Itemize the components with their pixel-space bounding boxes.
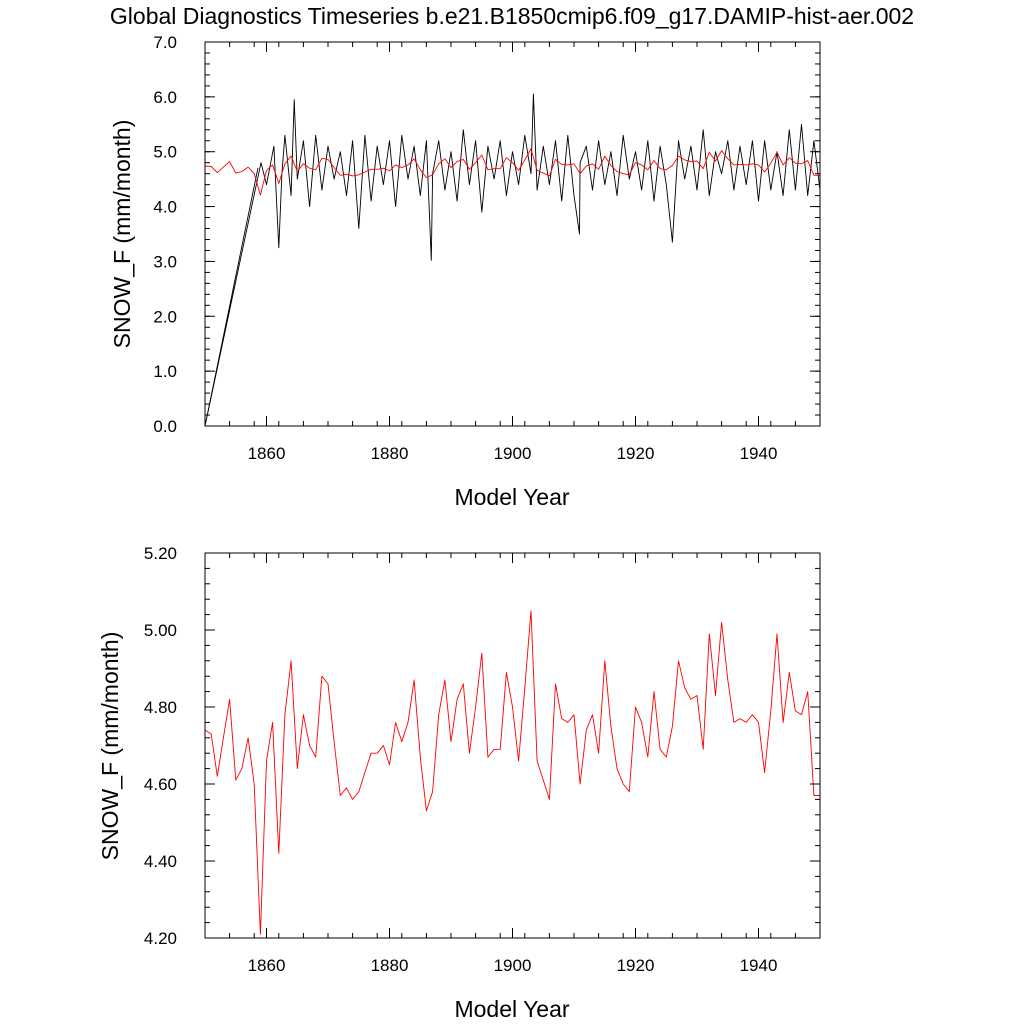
page-title: Global Diagnostics Timeseries b.e21.B185…: [110, 3, 914, 29]
y-tick-label: 5.20: [144, 544, 177, 563]
y-tick-label: 4.60: [144, 775, 177, 794]
y-tick-label: 2.0: [153, 307, 177, 326]
bottom-panel: Model Year SNOW_F (mm/month) 1860 1880 190…: [97, 544, 821, 1022]
y-tick-label: 6.0: [153, 88, 177, 107]
y-tick-label: 4.40: [144, 852, 177, 871]
plot-frame: [204, 552, 821, 939]
series-line-annual: [204, 610, 820, 935]
y-tick-label: 1.0: [153, 362, 177, 381]
y-tick-label: 5.00: [144, 621, 177, 640]
series-line-monthly: [204, 93, 821, 427]
y-tick-label: 4.80: [144, 698, 177, 717]
bottom-y-axis-label: SNOW_F (mm/month): [97, 632, 123, 861]
series-line-annual: [204, 148, 820, 196]
x-tick-label: 1860: [248, 444, 286, 463]
y-tick-label: 4.0: [153, 198, 177, 217]
x-tick-label: 1920: [617, 444, 655, 463]
x-tick-label: 1900: [494, 444, 532, 463]
x-tick-label: 1920: [617, 956, 655, 975]
top-y-axis-label: SNOW_F (mm/month): [109, 120, 135, 349]
x-tick-label: 1860: [248, 956, 286, 975]
x-tick-label: 1880: [371, 444, 409, 463]
y-tick-label: 4.20: [144, 929, 177, 948]
x-tick-label: 1940: [740, 444, 778, 463]
bottom-x-axis-label: Model Year: [454, 996, 569, 1022]
y-tick-label: 7.0: [153, 33, 177, 52]
x-tick-label: 1940: [740, 956, 778, 975]
x-tick-label: 1900: [494, 956, 532, 975]
x-tick-label: 1880: [371, 956, 409, 975]
y-tick-label: 3.0: [153, 252, 177, 271]
y-tick-label: 5.0: [153, 143, 177, 162]
plot-frame: [204, 41, 821, 427]
top-x-axis-label: Model Year: [454, 484, 569, 510]
y-tick-label: 0.0: [153, 417, 177, 436]
top-panel: Model Year SNOW_F (mm/month) 1860 1880 190…: [109, 33, 821, 510]
